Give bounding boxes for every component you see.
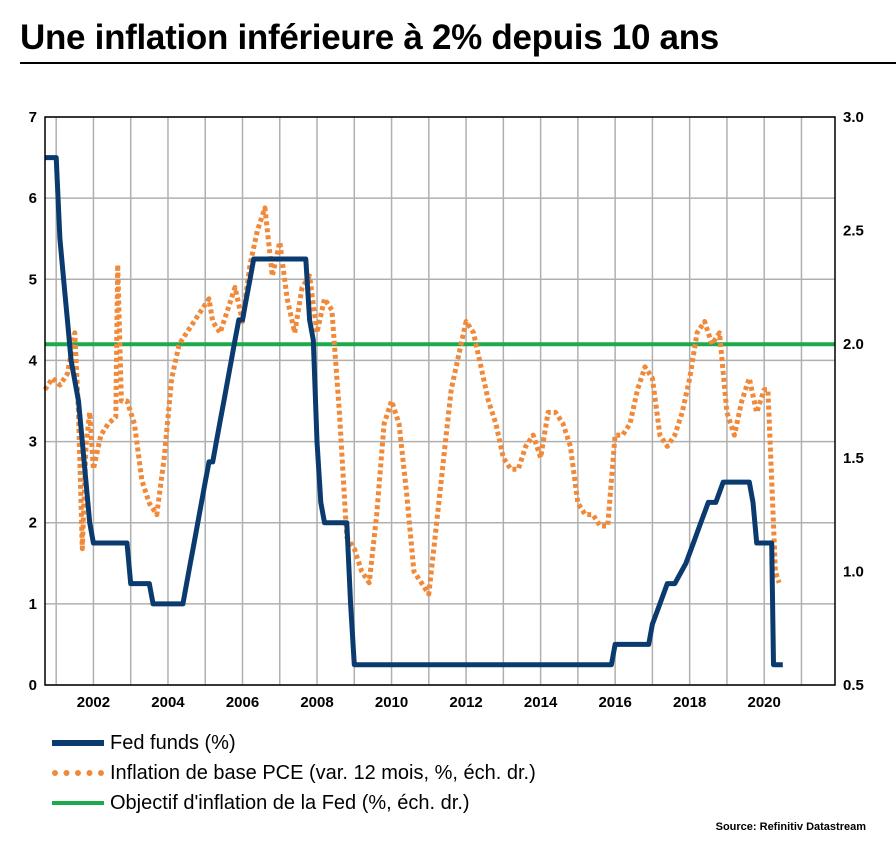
x-tick-2018: 2018	[673, 694, 706, 711]
x-tick-2014: 2014	[524, 694, 558, 711]
title-underline	[20, 62, 896, 64]
legend-item-target: Objectif d'inflation de la Fed (%, éch. …	[52, 788, 536, 818]
y-right-tick-1.5: 1.5	[843, 450, 864, 467]
x-tick-2020: 2020	[748, 694, 781, 711]
pce-series	[42, 205, 782, 597]
pce-inflation-line	[42, 205, 782, 597]
legend-item-fed-funds: Fed funds (%)	[52, 728, 536, 758]
y-right-tick-3.0: 3.0	[843, 109, 864, 126]
chart-title: Une inflation inférieure à 2% depuis 10 …	[20, 18, 719, 57]
y-left-tick-6: 6	[29, 190, 37, 207]
y-left-tick-5: 5	[29, 271, 37, 288]
plot-frame	[44, 116, 836, 686]
x-tick-2002: 2002	[77, 694, 110, 711]
y-right-tick-0.5: 0.5	[843, 677, 864, 694]
legend: Fed funds (%) Inflation de base PCE (var…	[52, 728, 536, 818]
fed-funds-series	[45, 155, 783, 668]
x-tick-2008: 2008	[300, 694, 333, 711]
y-right-tick-2.0: 2.0	[843, 336, 864, 353]
x-tick-2010: 2010	[375, 694, 408, 711]
legend-swatch-fed-funds	[52, 740, 104, 746]
y-left-tick-7: 7	[29, 109, 37, 126]
legend-swatch-target	[52, 801, 104, 805]
x-tick-2004: 2004	[151, 694, 185, 711]
x-tick-2012: 2012	[449, 694, 482, 711]
legend-item-pce: Inflation de base PCE (var. 12 mois, %, …	[52, 758, 536, 788]
y-left-tick-1: 1	[29, 596, 37, 613]
y-left-tick-2: 2	[29, 515, 37, 532]
y-left-axis-ticks: 0 1 2 3 4 5 6 7	[29, 109, 38, 694]
x-tick-2006: 2006	[226, 694, 259, 711]
y-left-tick-0: 0	[29, 677, 37, 694]
y-left-tick-3: 3	[29, 434, 37, 451]
y-right-tick-2.5: 2.5	[843, 223, 864, 240]
x-axis-ticks: 2002 2004 2006 2008 2010 2012 2014 2016 2018 2020	[77, 694, 781, 711]
x-tick-2016: 2016	[598, 694, 631, 711]
legend-label-pce: Inflation de base PCE (var. 12 mois, %, …	[110, 761, 536, 784]
y-right-tick-1.0: 1.0	[843, 563, 864, 580]
legend-label-fed-funds: Fed funds (%)	[110, 731, 236, 754]
fed-funds-line	[45, 155, 783, 668]
legend-label-target: Objectif d'inflation de la Fed (%, éch. …	[110, 791, 470, 814]
legend-swatch-pce	[52, 770, 104, 776]
y-left-tick-4: 4	[29, 352, 38, 369]
chart-canvas: 2002 2004 2006 2008 2010 2012 2014 2016 2018 2020…	[29, 109, 864, 711]
source-note: Source: Refinitiv Datastream	[715, 821, 866, 833]
y-right-axis-ticks: 0.5 1.0 1.5 2.0 2.5 3.0	[843, 109, 864, 694]
